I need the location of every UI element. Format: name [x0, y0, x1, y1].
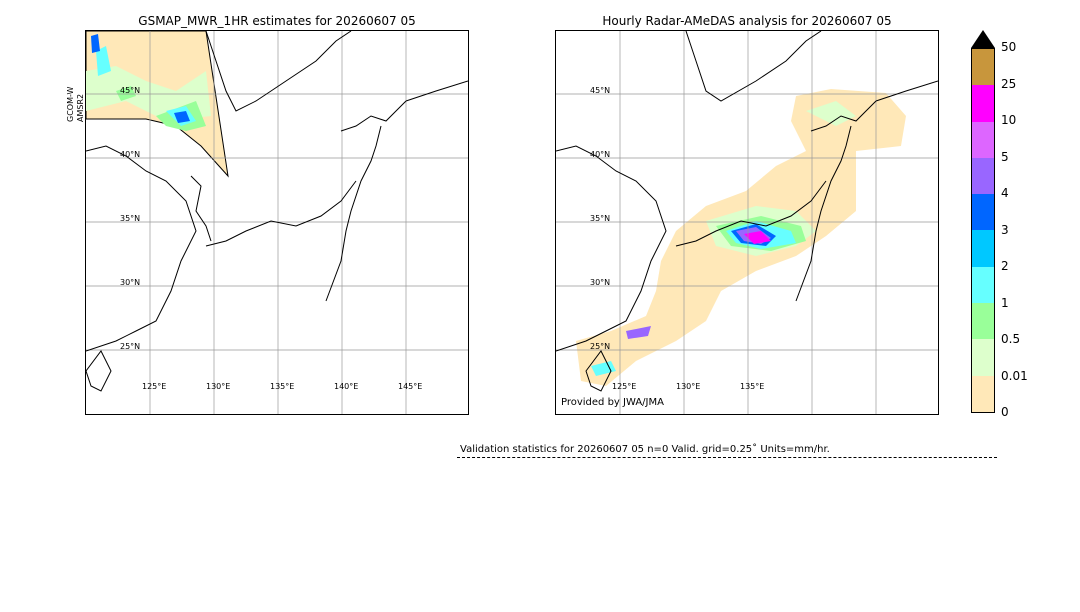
colorbar-tick-label: 5	[1001, 149, 1009, 164]
validation-underline	[457, 457, 997, 458]
colorbar-tick-label: 1	[1001, 295, 1009, 310]
colorbar-segment	[972, 85, 994, 122]
colorbar-tick-label: 2	[1001, 259, 1009, 273]
lon-label-125: 125°E	[612, 382, 636, 391]
colorbar-segment	[972, 194, 994, 231]
colorbar-tick-label: 0	[1001, 405, 1009, 419]
right-graticule	[556, 31, 938, 414]
colorbar-segment	[972, 157, 994, 195]
lat-label-30: 30°N	[120, 278, 140, 287]
satellite-label: GCOM-W	[66, 86, 75, 122]
colorbar-tick-label: 0.5	[1001, 332, 1021, 346]
sensor-label: AMSR2	[76, 93, 85, 122]
colorbar-tick-label: 3	[1001, 222, 1009, 237]
colorbar-segment	[972, 303, 994, 340]
colorbar-tick-label: 0.01	[1001, 368, 1028, 383]
colorbar-tick-label: 10	[1001, 113, 1017, 127]
lon-label-125: 125°E	[142, 382, 166, 391]
lon-label-135: 135°E	[270, 382, 294, 391]
lat-label-35: 35°N	[590, 214, 610, 223]
left-map-title: GSMAP_MWR_1HR estimates for 20260607 05	[138, 14, 416, 28]
lon-label-140: 140°E	[334, 382, 358, 391]
colorbar-tick-label: 25	[1001, 76, 1017, 91]
left-lat-labels: 45°N 40°N 35°N 30°N 25°N	[120, 86, 140, 351]
colorbar-segment	[972, 49, 994, 86]
lon-label-130: 130°E	[206, 382, 230, 391]
colorbar-segment	[972, 375, 994, 412]
colorbar-segment	[972, 230, 994, 267]
left-lon-labels: 125°E 130°E 135°E 140°E 145°E	[142, 382, 422, 391]
lat-label-35: 35°N	[120, 214, 140, 223]
right-map-title: Hourly Radar-AMeDAS analysis for 2026060…	[602, 14, 892, 28]
lat-label-45: 45°N	[590, 86, 610, 95]
left-coastline	[86, 31, 468, 392]
lon-label-130: 130°E	[676, 382, 700, 391]
lat-label-25: 25°N	[590, 342, 610, 351]
colorbar-tick-label: 4	[1001, 186, 1009, 200]
validation-stats: Validation statistics for 20260607 05 n=…	[460, 444, 830, 455]
colorbar-tick-label: 50	[1001, 40, 1017, 54]
data-credit: Provided by JWA/JMA	[561, 397, 664, 408]
lat-label-40: 40°N	[120, 150, 140, 159]
colorbar-segment	[972, 266, 994, 304]
right-coastline	[556, 31, 938, 392]
lat-label-30: 30°N	[590, 278, 610, 287]
colorbar	[971, 48, 995, 413]
left-map: 45°N 40°N 35°N 30°N 25°N 125°E 130°E 135…	[85, 30, 469, 415]
colorbar-segment	[972, 339, 994, 376]
lat-label-40: 40°N	[590, 150, 610, 159]
lat-label-45: 45°N	[120, 86, 140, 95]
right-lat-labels: 45°N 40°N 35°N 30°N 25°N	[590, 86, 610, 351]
right-lon-labels: 125°E 130°E 135°E	[612, 382, 764, 391]
lon-label-145: 145°E	[398, 382, 422, 391]
colorbar-segment	[972, 121, 994, 158]
lon-label-135: 135°E	[740, 382, 764, 391]
colorbar-extend-arrow	[971, 30, 995, 48]
lat-label-25: 25°N	[120, 342, 140, 351]
right-map: 45°N 40°N 35°N 30°N 25°N 125°E 130°E 135…	[555, 30, 939, 415]
